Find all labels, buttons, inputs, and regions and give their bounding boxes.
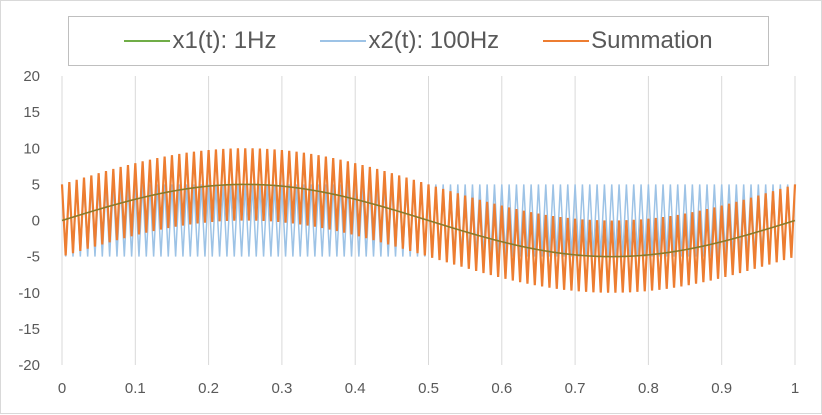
x-tick-label: 0 bbox=[58, 380, 66, 397]
series-layer bbox=[60, 148, 797, 293]
legend-swatch-x1 bbox=[124, 40, 171, 42]
x-axis-ticks: 0 0.1 0.2 0.3 0.4 0.5 0.6 0.7 0.8 0.9 1 bbox=[58, 380, 799, 397]
y-tick-label: -10 bbox=[18, 285, 40, 302]
y-axis-ticks: 20 15 10 5 0 -5 -10 -15 -20 bbox=[18, 68, 40, 374]
x-tick-label: 0.8 bbox=[638, 380, 659, 397]
legend-label-x1: x1(t): 1Hz bbox=[172, 27, 277, 54]
series-line-summation bbox=[60, 148, 797, 293]
y-tick-label: 10 bbox=[23, 140, 40, 157]
x-tick-label: 0.4 bbox=[345, 380, 366, 397]
legend-swatch-summation bbox=[543, 40, 590, 42]
x-tick-label: 0.6 bbox=[491, 380, 512, 397]
y-tick-label: 20 bbox=[23, 68, 40, 85]
legend-label-x2: x2(t): 100Hz bbox=[368, 27, 500, 54]
x-tick-label: 0.7 bbox=[565, 380, 586, 397]
y-tick-label: -5 bbox=[27, 249, 40, 266]
x-tick-label: 0.2 bbox=[198, 380, 219, 397]
legend-item-summation: Summation bbox=[543, 27, 713, 55]
x-tick-label: 1 bbox=[791, 380, 799, 397]
y-tick-label: 5 bbox=[32, 176, 40, 193]
x-tick-label: 0.3 bbox=[271, 380, 292, 397]
y-tick-label: 15 bbox=[23, 104, 40, 121]
legend-swatch-x2 bbox=[320, 40, 367, 42]
x-tick-label: 0.1 bbox=[125, 380, 146, 397]
y-tick-label: -20 bbox=[18, 357, 40, 374]
legend: x1(t): 1Hz x2(t): 100Hz Summation bbox=[68, 16, 769, 66]
y-tick-label: 0 bbox=[32, 213, 40, 230]
series-line-x1 bbox=[61, 183, 796, 258]
legend-item-x2: x2(t): 100Hz bbox=[320, 27, 499, 55]
legend-label-summation: Summation bbox=[591, 27, 713, 54]
legend-item-x1: x1(t): 1Hz bbox=[124, 27, 276, 55]
y-tick-label: -15 bbox=[18, 321, 40, 338]
x-tick-label: 0.5 bbox=[418, 380, 439, 397]
x-tick-label: 0.9 bbox=[711, 380, 732, 397]
